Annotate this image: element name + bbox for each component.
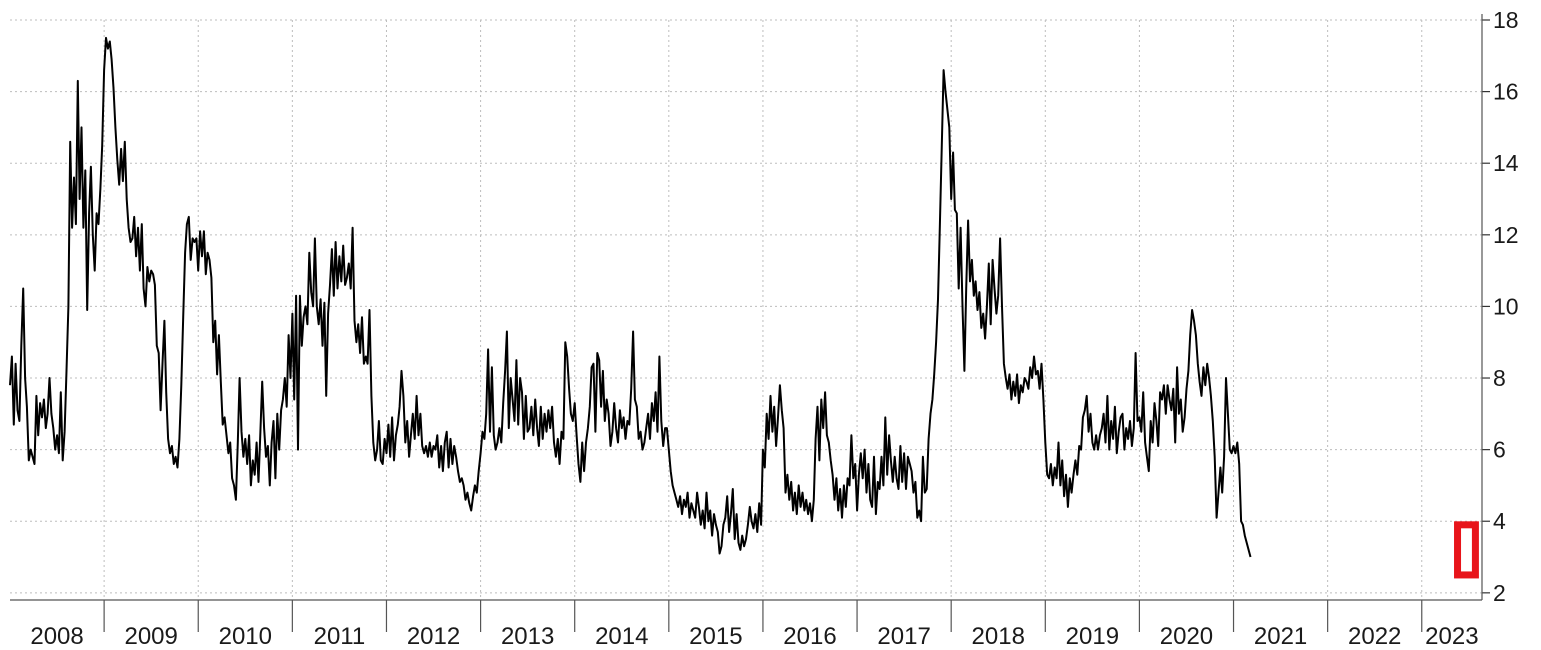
y-tick-label: 4 <box>1493 508 1506 534</box>
x-tick-label: 2008 <box>30 623 83 650</box>
y-tick-label: 10 <box>1493 293 1519 319</box>
x-tick-label: 2013 <box>501 623 554 650</box>
y-tick-label: 2 <box>1493 580 1506 606</box>
x-tick-label: 2012 <box>407 623 460 650</box>
x-tick-label: 2009 <box>124 623 177 650</box>
x-tick-label: 2010 <box>219 623 272 650</box>
x-axis-tick-labels: 2008 2009 2010 2011 2012 2013 2014 2015 2016 2017… <box>30 623 1478 650</box>
y-tick-label: 12 <box>1493 222 1519 248</box>
x-tick-label: 2015 <box>689 623 742 650</box>
x-tick-label: 2018 <box>972 623 1025 650</box>
x-tick-label: 2021 <box>1254 623 1307 650</box>
x-tick-label: 2023 <box>1425 623 1478 650</box>
x-tick-label: 2016 <box>783 623 836 650</box>
x-tick-label: 2011 <box>314 623 366 650</box>
series-line <box>9 36 1252 558</box>
x-tick-label: 2019 <box>1066 623 1119 650</box>
highlight-box <box>1454 521 1479 579</box>
axes <box>10 14 1490 632</box>
y-tick-label: 18 <box>1493 7 1519 33</box>
series-group <box>9 36 1252 558</box>
y-tick-label: 14 <box>1493 150 1519 176</box>
y-axis-tick-labels: 2 4 6 8 10 12 14 16 18 <box>1493 7 1519 606</box>
y-tick-label: 16 <box>1493 79 1519 105</box>
y-tick-label: 8 <box>1493 365 1506 391</box>
x-tick-label: 2014 <box>595 623 648 650</box>
y-tick-label: 6 <box>1493 437 1506 463</box>
x-tick-label: 2017 <box>877 623 930 650</box>
gridlines <box>10 19 1482 600</box>
highlight-group <box>1454 521 1479 579</box>
x-tick-label: 2020 <box>1160 623 1213 650</box>
x-tick-label: 2022 <box>1348 623 1401 650</box>
